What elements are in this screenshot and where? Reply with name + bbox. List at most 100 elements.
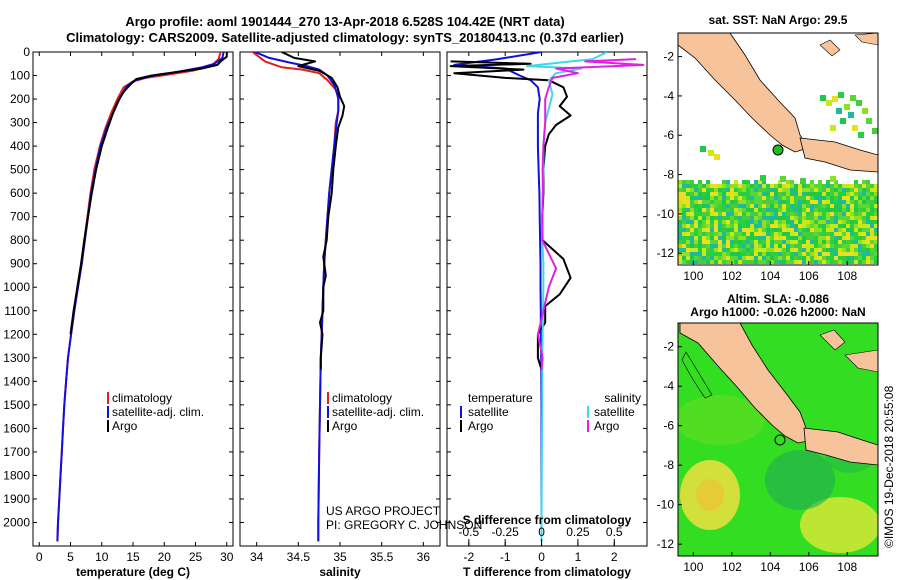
sla_map-lon-tick-label: 104 [760, 560, 780, 574]
sst-map-cell [694, 232, 698, 236]
sst-map-cell [794, 236, 798, 240]
sst-map-cell [770, 260, 774, 264]
sst-map-cell [870, 228, 874, 232]
sst-map-cell [686, 236, 690, 240]
sst-map-cell [750, 208, 754, 212]
sst-map-cell [746, 252, 750, 256]
sst-map-cell [726, 188, 730, 192]
sst-map-cell [686, 212, 690, 216]
sst-map-cell [750, 260, 754, 264]
sst-map-cell [726, 220, 730, 224]
sst-map-cell [738, 212, 742, 216]
sst-map-cell [690, 252, 694, 256]
sst-map-cell [746, 236, 750, 240]
salinity-x-tick-label: 35.5 [370, 550, 394, 564]
sst-map-cell [818, 192, 822, 196]
sst-map-cell [778, 192, 782, 196]
sst-map-cell [802, 208, 806, 212]
sst-map-cell [830, 176, 836, 182]
sst-map-cell [730, 248, 734, 252]
sst-map-cell [694, 256, 698, 260]
sst-map-cell [838, 244, 842, 248]
sst-map-cell [786, 256, 790, 260]
sst-map-cell [782, 204, 786, 208]
sst-map-cell [798, 236, 802, 240]
sst-map-cell [778, 224, 782, 228]
sst-map-cell [790, 204, 794, 208]
sst-map-cell [846, 260, 850, 264]
sst-map-cell [802, 200, 806, 204]
sst-map-cell [766, 216, 770, 220]
sst-map-cell [870, 192, 874, 196]
sst-map-cell [762, 236, 766, 240]
sst-map-cell [706, 188, 710, 192]
sst-map-cell [830, 228, 834, 232]
sst-map-cell [830, 224, 834, 228]
sst-map-cell [730, 192, 734, 196]
sst-map-cell [830, 216, 834, 220]
sst-map-cell [838, 184, 842, 188]
sst-map-cell [870, 232, 874, 236]
sst-map-cell [806, 196, 810, 200]
sst-map-cell [802, 216, 806, 220]
sst-map-cell [690, 204, 694, 208]
sst-map-cell [750, 240, 754, 244]
sst-map-cell [702, 228, 706, 232]
depth-tick-label: 1600 [3, 421, 30, 435]
sst-map-cell [774, 256, 778, 260]
sst-map-cell [686, 244, 690, 248]
sst-map-cell [678, 244, 682, 248]
sst-map-cell [838, 200, 842, 204]
sst-map-cell [862, 236, 866, 240]
sst-map-cell [862, 184, 866, 188]
sst-map-cell [714, 260, 718, 264]
salinity-x-tick-label: 35 [333, 550, 347, 564]
sst-map-cell [778, 204, 782, 208]
sst-map-cell [778, 260, 782, 264]
sst-map-cell [710, 240, 714, 244]
sst-map-cell [758, 228, 762, 232]
sst-map-cell [782, 220, 786, 224]
sst-map-cell [722, 204, 726, 208]
sst-map-cell [786, 196, 790, 200]
sst-map-cell [826, 180, 830, 184]
differences-x-tick-label: -1 [500, 550, 511, 564]
sst-map-cell [810, 240, 814, 244]
sst-map-cell [842, 184, 846, 188]
sst-map-cell [794, 232, 798, 236]
temperature-x-axis-label: temperature (deg C) [76, 565, 190, 579]
sst-map-cell [710, 212, 714, 216]
sst-map-cell [818, 244, 822, 248]
sst-map-cell [778, 216, 782, 220]
sst-map-cell [822, 248, 826, 252]
sst-map-cell [842, 196, 846, 200]
sst-map-cell [782, 252, 786, 256]
sst-map-cell [786, 232, 790, 236]
sst-map-cell [742, 196, 746, 200]
sst-map-cell [838, 228, 842, 232]
sst-map-cell [870, 196, 874, 200]
sst-map-cell [678, 224, 682, 228]
salinity-panel: 34 34.5 35 35.5 36 salinity climatologysatelli… [239, 51, 441, 579]
sst-map-cell [726, 184, 730, 188]
sst-map-cell [754, 260, 758, 264]
sst-map-cell [698, 236, 702, 240]
sst-map-cell [874, 260, 878, 264]
sst-map-cell [702, 188, 706, 192]
sst-map-cell [774, 192, 778, 196]
sst-map-cell [870, 236, 874, 240]
sst-map-cell [814, 244, 818, 248]
sst-map-cell [834, 260, 838, 264]
sst-map-cell [870, 184, 874, 188]
sst-map-cell [854, 212, 858, 216]
sst-map-cell [718, 192, 722, 196]
sst-map-cell [830, 252, 834, 256]
sst-map-cell [730, 228, 734, 232]
sst-map-cell [746, 200, 750, 204]
sst-map-cell [806, 224, 810, 228]
sst-map-cell [742, 228, 746, 232]
sst-map [677, 32, 879, 266]
sst-map-cell [750, 188, 754, 192]
sst-map-cell [790, 260, 794, 264]
sst-map-cell [814, 204, 818, 208]
